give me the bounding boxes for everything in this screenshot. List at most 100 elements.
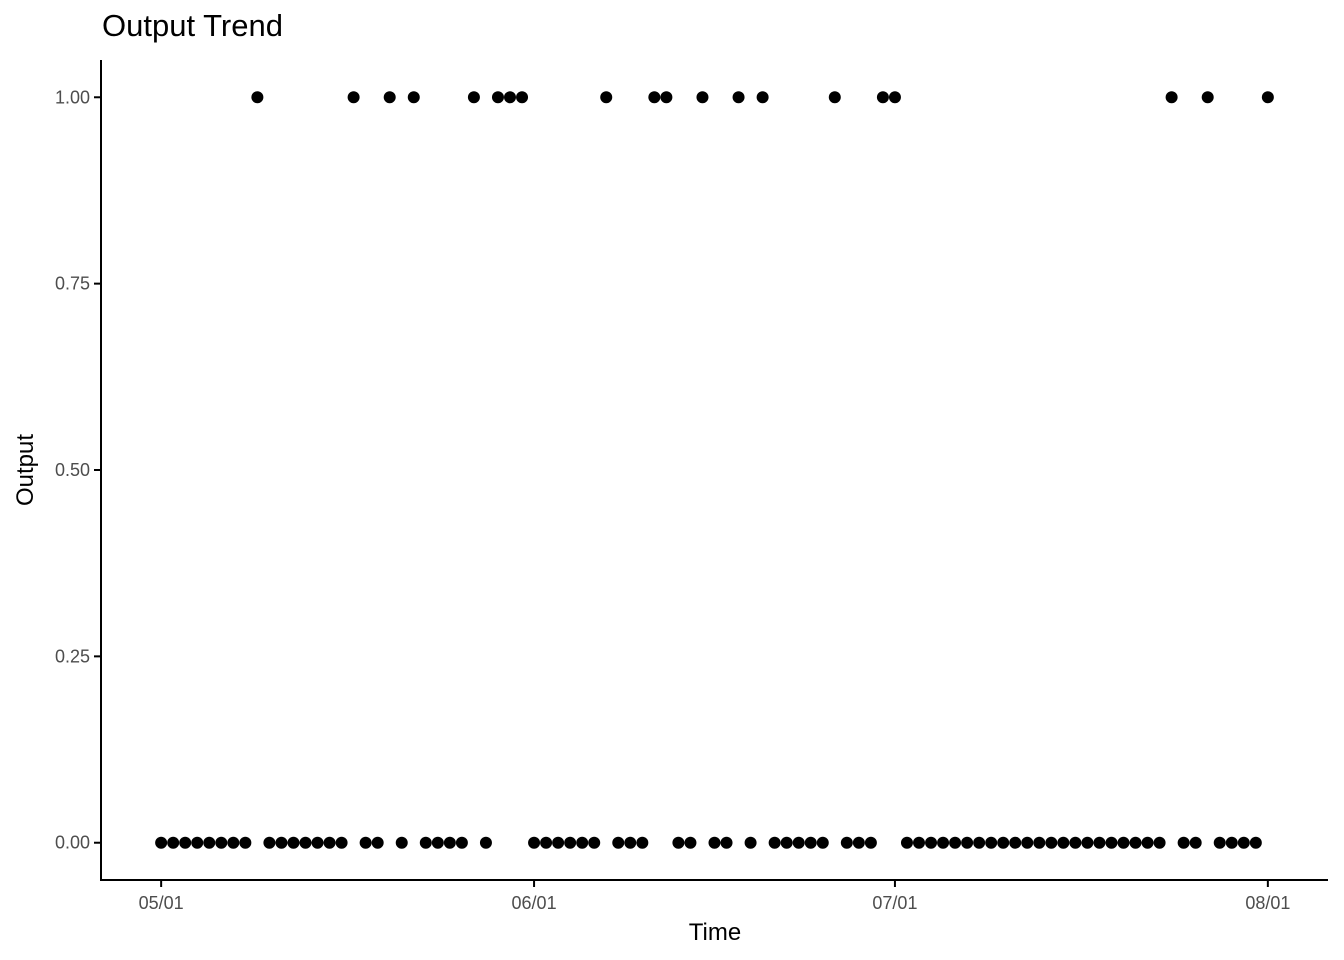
data-point [552,836,565,849]
data-point [1009,836,1022,849]
data-point [985,836,998,849]
data-point [215,836,228,849]
data-point [179,836,192,849]
data-point [479,836,492,849]
data-point [335,836,348,849]
data-point [287,836,300,849]
data-point [744,836,757,849]
data-point [925,836,938,849]
data-point [395,836,408,849]
data-point [431,836,444,849]
data-point [516,91,529,104]
x-tick-label: 08/01 [1245,893,1290,913]
chart-title: Output Trend [102,8,283,43]
data-point [275,836,288,849]
x-axis-ticks: 05/01 06/01 07/01 08/01 [139,880,1290,913]
data-point [961,836,974,849]
data-point [1261,91,1274,104]
data-point [564,836,577,849]
data-point [491,91,504,104]
data-point [588,836,601,849]
data-point [383,91,396,104]
data-point [720,836,733,849]
data-point [1129,836,1142,849]
data-point [816,836,829,849]
data-point [359,836,372,849]
data-point [648,91,661,104]
data-point [949,836,962,849]
data-point [1105,836,1118,849]
x-tick-label: 06/01 [512,893,557,913]
data-point [684,836,697,849]
data-point [973,836,986,849]
data-point [371,836,384,849]
data-point [504,91,516,104]
y-tick-label: 0.50 [55,460,90,480]
data-point [1189,836,1202,849]
data-points [155,91,1274,849]
data-point [155,836,168,849]
data-point [1021,836,1034,849]
data-point [467,91,480,104]
data-point [1117,836,1130,849]
data-point [804,836,817,849]
y-axis-title: Output [12,434,39,506]
data-point [672,836,685,849]
data-point [528,836,541,849]
data-point [852,836,865,849]
data-point [1045,836,1058,849]
data-point [708,836,721,849]
x-axis-title: Time [689,919,741,946]
data-point [612,836,625,849]
data-point [1249,836,1262,849]
y-tick-label: 0.00 [55,833,90,853]
data-point [407,91,420,104]
data-point [828,91,841,104]
data-point [1141,836,1154,849]
y-tick-label: 0.25 [55,646,90,666]
data-point [937,836,950,849]
y-axis-ticks: 0.00 0.25 0.50 0.75 1.00 [55,87,101,853]
data-point [768,836,781,849]
data-point [263,836,276,849]
data-point [1069,836,1082,849]
data-point [1201,91,1214,104]
data-point [1093,836,1106,849]
data-point [756,91,769,104]
data-point [888,91,901,104]
data-point [636,836,649,849]
data-point [1177,836,1190,849]
data-point [227,836,240,849]
data-point [624,836,637,849]
data-point [840,836,853,849]
y-tick-label: 0.75 [55,274,90,294]
data-point [455,836,468,849]
data-point [780,836,793,849]
data-point [1225,836,1238,849]
data-point [1237,836,1250,849]
data-point [732,91,745,104]
data-point [239,836,252,849]
data-point [443,836,456,849]
data-point [900,836,913,849]
data-point [792,836,805,849]
data-point [311,836,324,849]
data-point [576,836,589,849]
data-point [1057,836,1070,849]
data-point [167,836,180,849]
data-point [323,836,336,849]
data-point [540,836,553,849]
data-point [1081,836,1094,849]
data-point [1213,836,1226,849]
data-point [251,91,264,104]
data-point [1033,836,1046,849]
x-tick-label: 05/01 [139,893,184,913]
data-point [1153,836,1166,849]
data-point [419,836,432,849]
data-point [600,91,613,104]
data-point [864,836,877,849]
data-point [299,836,312,849]
x-tick-label: 07/01 [872,893,917,913]
data-point [696,91,709,104]
